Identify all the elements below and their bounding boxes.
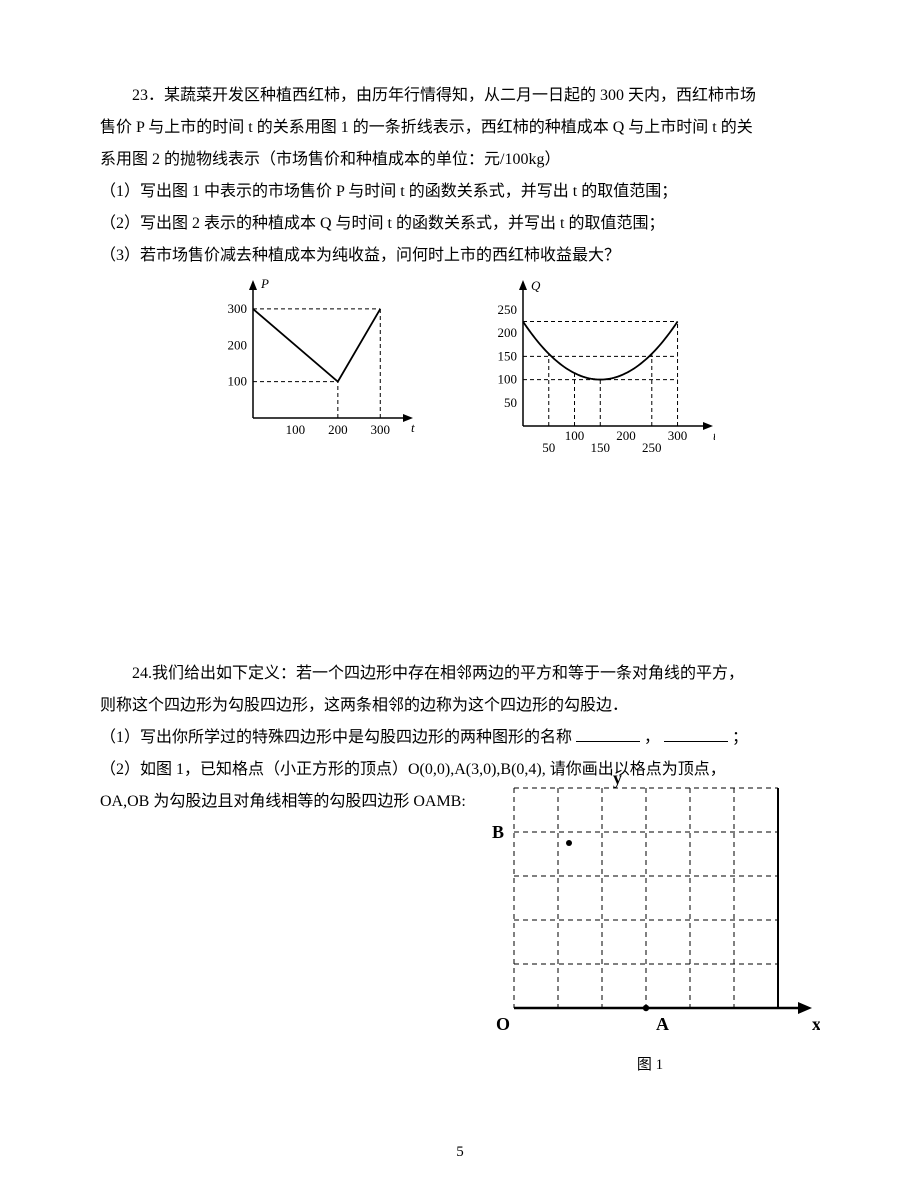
- svg-text:Q: Q: [531, 278, 541, 293]
- grid-caption: 图 1: [480, 1053, 820, 1074]
- fill-blank-1: [576, 725, 640, 742]
- svg-text:300: 300: [371, 422, 391, 437]
- svg-text:50: 50: [542, 440, 555, 455]
- price-chart-fig1: Pt 100 200 300 100 200 300: [205, 278, 415, 448]
- svg-text:A: A: [656, 1014, 669, 1034]
- page-number: 5: [0, 1144, 920, 1161]
- svg-text:t: t: [411, 420, 415, 435]
- svg-text:100: 100: [565, 428, 585, 443]
- svg-text:200: 200: [498, 325, 518, 340]
- q24-line2: 则称这个四边形为勾股四边形，这两条相邻的边称为这个四边形的勾股边．: [100, 690, 820, 722]
- fill-blank-2: [664, 725, 728, 742]
- svg-text:50: 50: [504, 395, 517, 410]
- cost-chart-fig2: Qt 50 100 150 200 250 50 100 150 200 250 300: [475, 278, 715, 458]
- svg-text:O: O: [496, 1014, 510, 1034]
- q23-line3: 系用图 2 的抛物线表示（市场售价和种植成本的单位：元/100kg）: [100, 144, 820, 176]
- svg-text:300: 300: [228, 301, 248, 316]
- q23-line2: 售价 P 与上市的时间 t 的关系用图 1 的一条折线表示，西红柿的种植成本 Q…: [100, 112, 820, 144]
- svg-text:200: 200: [228, 337, 248, 352]
- svg-text:150: 150: [591, 440, 611, 455]
- q23-part1: （1）写出图 1 中表示的市场售价 P 与时间 t 的函数关系式，并写出 t 的…: [100, 176, 820, 208]
- q24-part1: （1）写出你所学过的特殊四边形中是勾股四边形的两种图形的名称，；: [100, 722, 820, 754]
- svg-text:x: x: [812, 1014, 820, 1034]
- svg-text:200: 200: [616, 428, 636, 443]
- svg-text:250: 250: [642, 440, 662, 455]
- q23-part2: （2）写出图 2 表示的种植成本 Q 与时间 t 的函数关系式，并写出 t 的取…: [100, 208, 820, 240]
- svg-text:100: 100: [228, 374, 248, 389]
- svg-text:300: 300: [668, 428, 688, 443]
- q24-line1: 24.我们给出如下定义：若一个四边形中存在相邻两边的平方和等于一条对角线的平方，: [100, 658, 820, 690]
- svg-text:200: 200: [328, 422, 348, 437]
- svg-text:t: t: [713, 428, 715, 443]
- svg-text:B: B: [492, 822, 504, 842]
- q23-number: 23: [132, 87, 148, 104]
- q23-part3: （3）若市场售价减去种植成本为纯收益，问何时上市的西红柿收益最大？: [100, 240, 820, 272]
- q24-part2a: （2）如图 1，已知格点（小正方形的顶点）O(0,0),A(3,0),B(0,4…: [100, 754, 820, 786]
- svg-text:250: 250: [498, 302, 518, 317]
- grid-figure: yBOAx: [480, 766, 820, 1046]
- q24-number: 24: [132, 665, 148, 682]
- svg-text:100: 100: [498, 372, 518, 387]
- svg-text:150: 150: [498, 348, 518, 363]
- svg-text:100: 100: [286, 422, 306, 437]
- q23-line1: 23．某蔬菜开发区种植西红柿，由历年行情得知，从二月一日起的 300 天内，西红…: [100, 80, 820, 112]
- svg-text:P: P: [260, 278, 269, 291]
